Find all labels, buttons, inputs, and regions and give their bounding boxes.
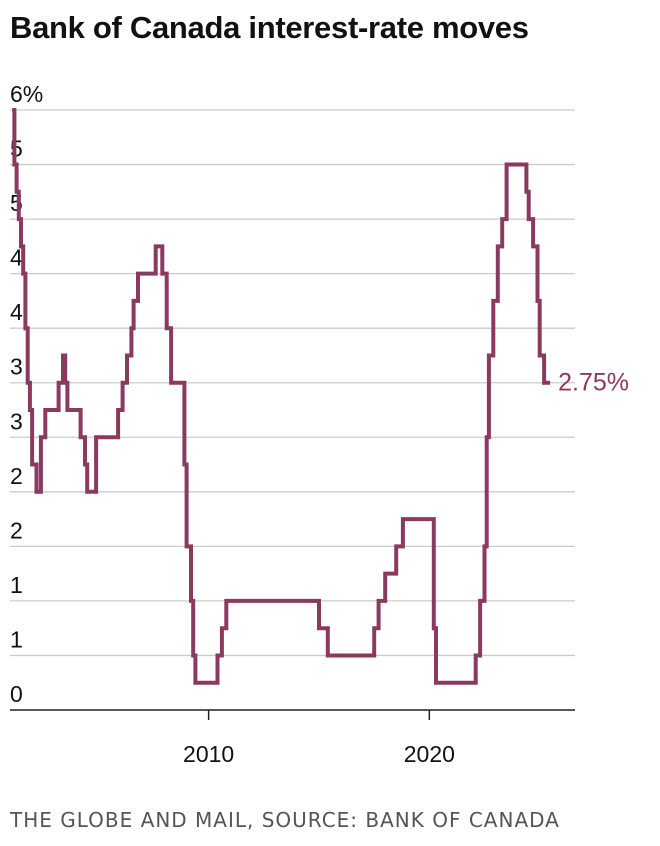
series-line [12,108,551,685]
chart-title: Bank of Canada interest-rate moves [10,10,529,45]
y-tick-label: 1 [10,572,23,598]
y-tick-label: 6% [10,81,43,107]
x-axis-ticks: 2010 2020 [183,710,455,767]
y-tick-label: 3 [10,354,23,380]
x-tick-label: 2010 [183,741,234,767]
y-tick-label: 1 [10,626,23,652]
y-tick-label: 0 [10,681,23,707]
y-tick-label: 4 [10,245,23,271]
y-tick-label: 2 [10,463,23,489]
x-tick-label: 2020 [404,741,455,767]
series-layer: 2.75% [12,108,629,685]
y-tick-label: 3 [10,408,23,434]
end-value-label: 2.75% [558,369,629,397]
source-credit: THE GLOBE AND MAIL, SOURCE: BANK OF CANA… [10,808,560,832]
y-tick-label: 4 [10,299,23,325]
y-tick-label: 5 [10,190,23,216]
y-tick-label: 2 [10,517,23,543]
